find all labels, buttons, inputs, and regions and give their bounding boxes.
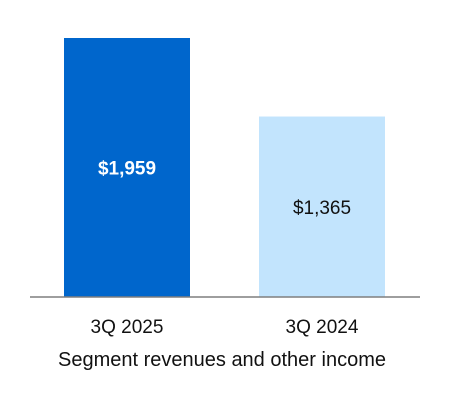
x-tick-labels-group: 3Q 2025 3Q 2024 (91, 317, 359, 338)
bars-group (64, 38, 385, 297)
bar-3q-2024 (259, 116, 385, 297)
data-labels-group: $1,959 $1,365 (98, 159, 351, 219)
data-label-3q-2024: $1,365 (293, 198, 351, 219)
x-tick-label-3q-2025: 3Q 2025 (91, 317, 164, 338)
data-label-3q-2025: $1,959 (98, 159, 156, 180)
bar-3q-2025 (64, 38, 190, 297)
x-axis-label: Segment revenues and other income (58, 349, 386, 371)
x-tick-label-3q-2024: 3Q 2024 (286, 317, 359, 338)
